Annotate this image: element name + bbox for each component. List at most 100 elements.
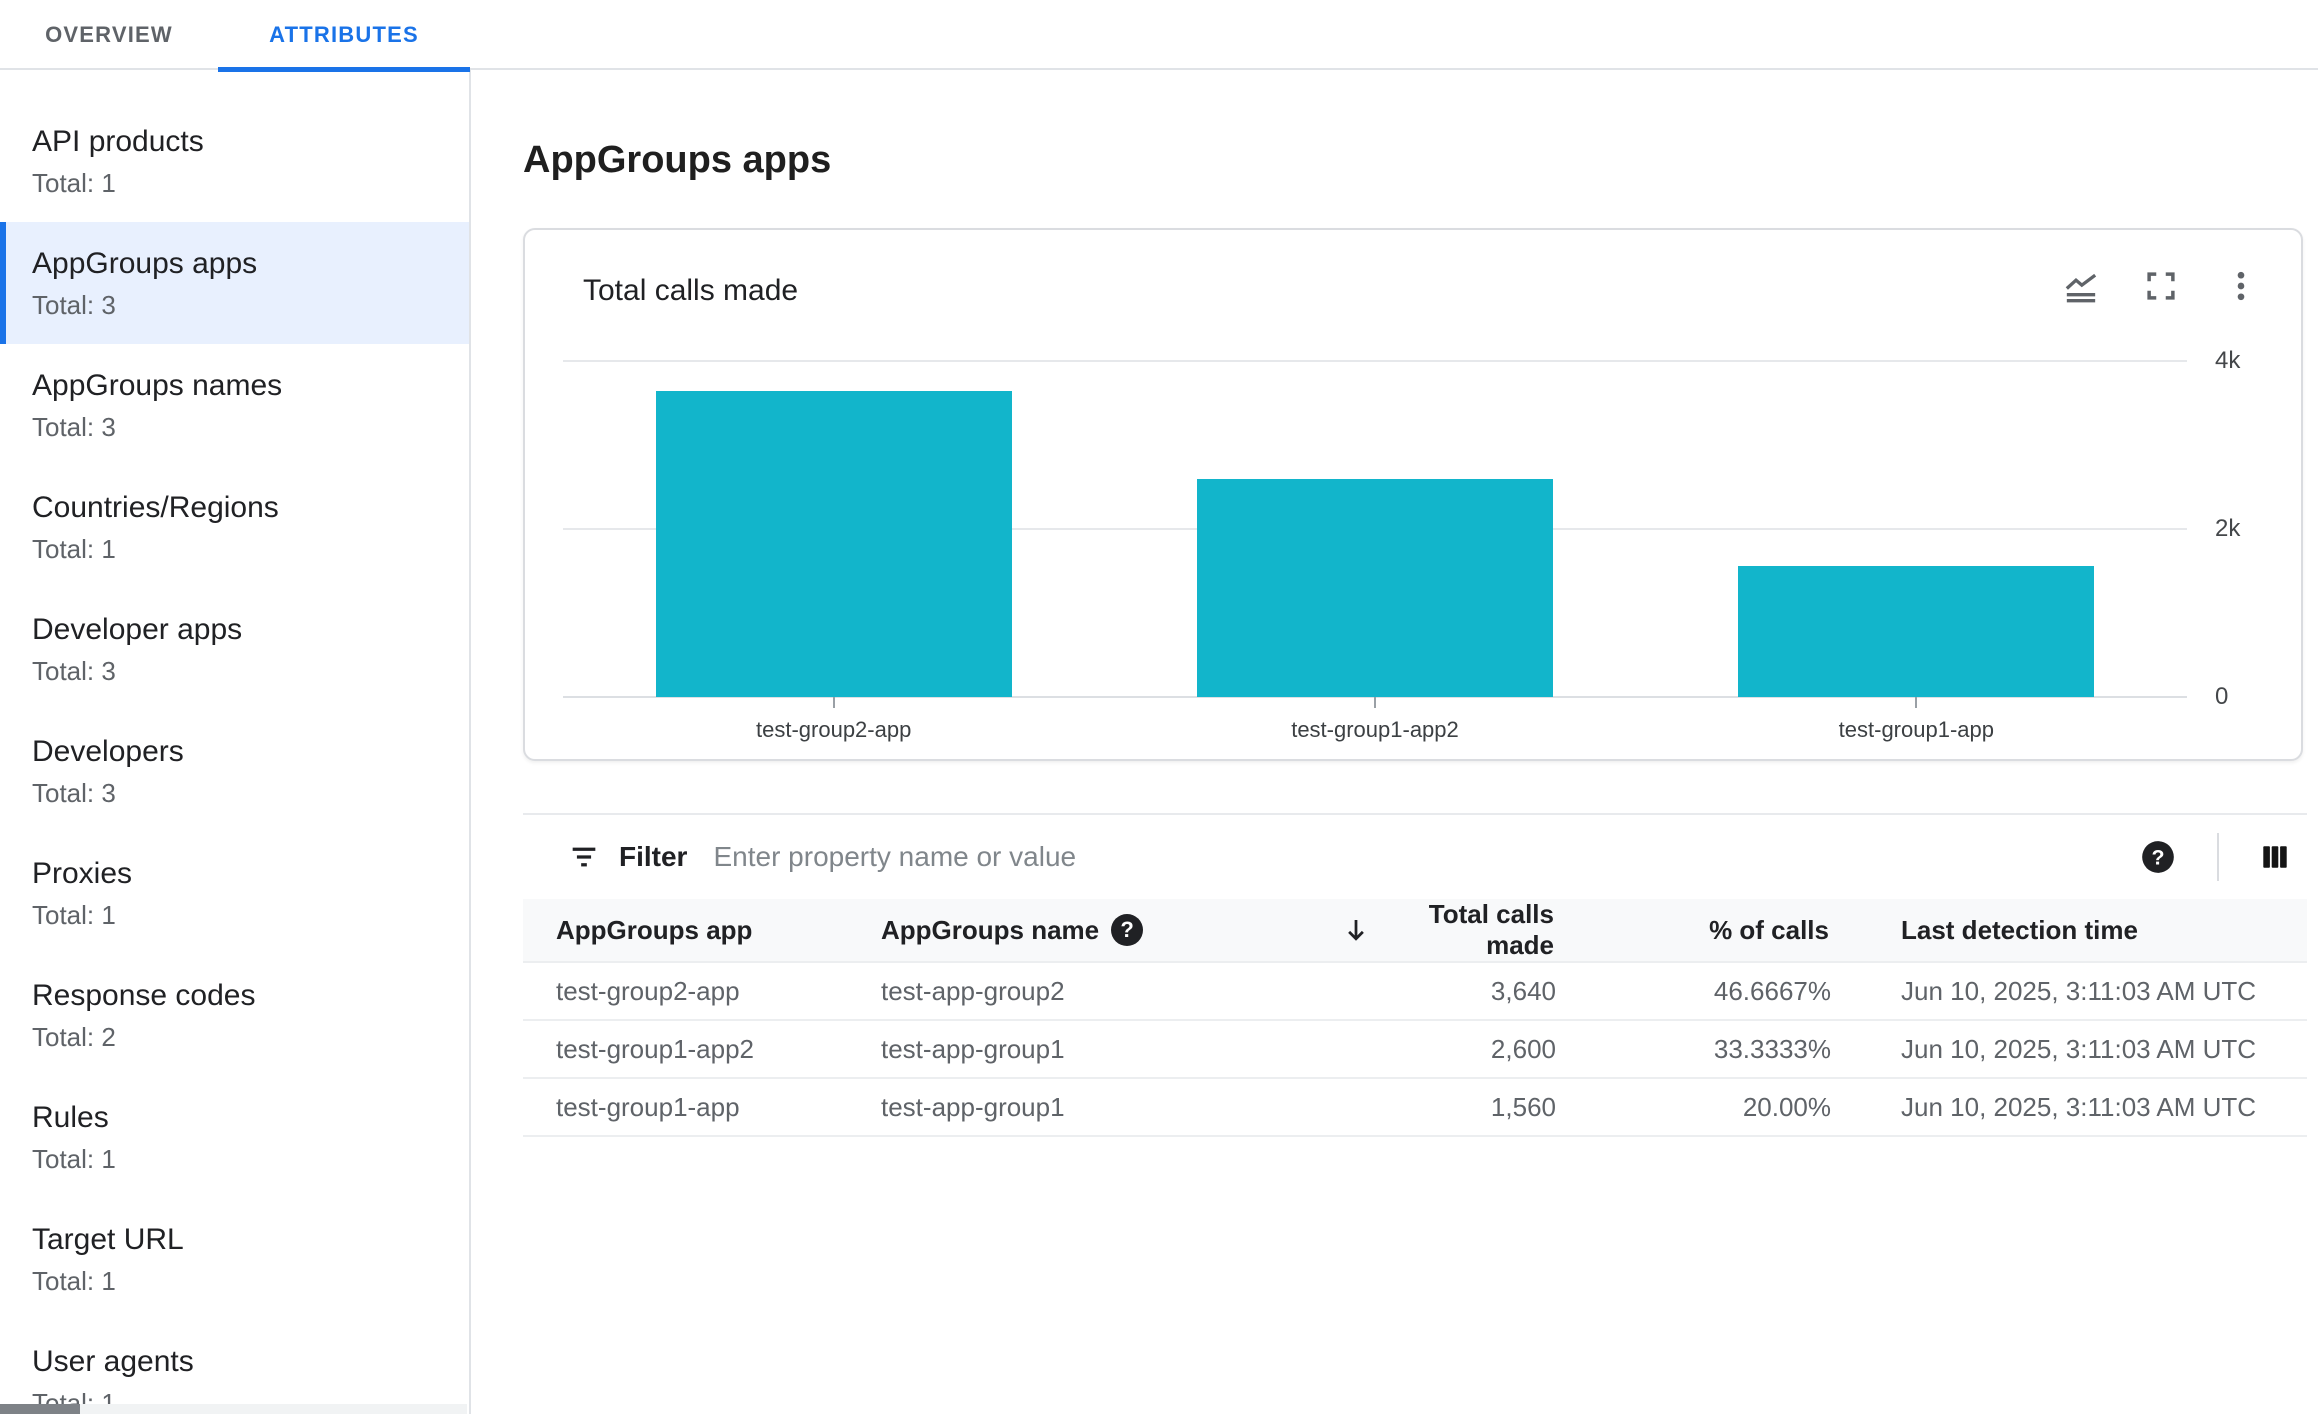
- sidebar-item-label: Countries/Regions: [32, 491, 279, 524]
- cell: Jun 10, 2025, 3:11:03 AM UTC: [1831, 961, 2307, 1020]
- sidebar-item-total: Total: 1: [32, 900, 116, 930]
- filter-row-actions: ?: [2139, 833, 2293, 881]
- cell: test-app-group1: [881, 1019, 1341, 1078]
- more-vert-icon: [2222, 267, 2260, 305]
- column-header-percent-of-calls[interactable]: % of calls: [1709, 914, 1829, 945]
- chart-title: Total calls made: [583, 274, 799, 307]
- sort-descending-icon: [1341, 915, 1371, 945]
- chart-type-button[interactable]: [2055, 260, 2107, 312]
- cell: 46.6667%: [1556, 961, 1831, 1020]
- bar-test-group2-app[interactable]: [655, 391, 1012, 697]
- y-axis-label-4k: 4k: [2215, 347, 2241, 374]
- sidebar-item-target-url[interactable]: Target URL Total: 1: [0, 1198, 469, 1320]
- filter-label: Filter: [619, 841, 688, 872]
- cell: test-app-group2: [881, 961, 1341, 1020]
- sidebar-item-label: Target URL: [32, 1223, 184, 1256]
- sidebar-item-total: Total: 1: [32, 1144, 116, 1174]
- sidebar-item-label: Rules: [32, 1101, 109, 1134]
- bar-chart-plot: 0 2k 4k test-group2-app test-group1-app2 test…: [563, 347, 2240, 742]
- cell: test-group1-app2: [523, 1019, 881, 1078]
- appgroups-name-help-icon[interactable]: ?: [1111, 914, 1144, 946]
- cell: test-group2-app: [523, 961, 881, 1020]
- cell: test-group1-app: [523, 1077, 881, 1137]
- tab-attributes-label: ATTRIBUTES: [269, 22, 419, 47]
- page-title: AppGroups apps: [523, 139, 832, 181]
- cell: 3,640: [1341, 961, 1556, 1020]
- sidebar-item-developer-apps[interactable]: Developer apps Total: 3: [0, 588, 469, 710]
- table-row-test-group1-app: test-group1-app test-app-group1 1,560 20.00…: [523, 1077, 2307, 1137]
- sidebar-item-proxies[interactable]: Proxies Total: 1: [0, 832, 469, 954]
- divider: [2217, 833, 2219, 881]
- attributes-table-section: Filter ?: [523, 813, 2307, 1137]
- sidebar-item-countries-regions[interactable]: Countries/Regions Total: 1: [0, 466, 469, 588]
- sidebar-item-label: Response codes: [32, 979, 256, 1012]
- sidebar-item-label: AppGroups names: [32, 369, 283, 402]
- table-header-row: AppGroups app AppGroups name ?: [523, 899, 2307, 962]
- column-header-appgroups-name[interactable]: AppGroups name ?: [881, 899, 1341, 962]
- chart-menu-button[interactable]: [2215, 260, 2267, 312]
- tab-attributes[interactable]: ATTRIBUTES: [218, 0, 470, 72]
- cell: Jun 10, 2025, 3:11:03 AM UTC: [1831, 1019, 2307, 1078]
- gridline-4k: [563, 360, 2187, 362]
- sidebar-item-label: Proxies: [32, 857, 133, 890]
- filter-input[interactable]: [713, 841, 2119, 873]
- table-help-button[interactable]: ?: [2139, 838, 2177, 876]
- sidebar-item-appgroups-names[interactable]: AppGroups names Total: 3: [0, 344, 469, 466]
- sidebar-item-appgroups-apps[interactable]: AppGroups apps Total: 3: [0, 222, 469, 344]
- sidebar-item-api-products[interactable]: API products Total: 1: [0, 100, 469, 222]
- column-header-total-calls-made[interactable]: Total calls made: [1341, 899, 1556, 962]
- sidebar-item-total: Total: 3: [32, 656, 116, 686]
- column-header-appgroups-app[interactable]: AppGroups app: [556, 914, 753, 945]
- sidebar-item-response-codes[interactable]: Response codes Total: 2: [0, 954, 469, 1076]
- x-axis-label-test-group1-app2: test-group1-app2: [1291, 717, 1459, 742]
- cell: test-app-group1: [881, 1077, 1341, 1137]
- appgroups-table: AppGroups app AppGroups name ?: [523, 899, 2307, 1137]
- sidebar-item-total: Total: 3: [32, 290, 116, 320]
- sidebar-item-label: User agents: [32, 1345, 194, 1378]
- sidebar-item-total: Total: 1: [32, 168, 116, 198]
- column-selector-icon: [2257, 839, 2293, 875]
- scrollbar-thumb[interactable]: [0, 1404, 80, 1414]
- sidebar-item-label: AppGroups apps: [32, 247, 258, 280]
- attributes-sidebar: API products Total: 1 AppGroups apps Total:…: [0, 70, 471, 1414]
- cell: 20.00%: [1556, 1077, 1831, 1137]
- sidebar-item-rules[interactable]: Rules Total: 1: [0, 1076, 469, 1198]
- chart-actions: [2055, 260, 2267, 312]
- x-axis-label-test-group2-app: test-group2-app: [756, 717, 912, 742]
- help-icon: ?: [2139, 838, 2177, 876]
- sidebar-item-label: Developer apps: [32, 613, 243, 646]
- x-axis-tick: [1374, 697, 1376, 708]
- cell: Jun 10, 2025, 3:11:03 AM UTC: [1831, 1077, 2307, 1137]
- x-axis-tick: [832, 697, 835, 708]
- column-header-last-detection-time[interactable]: Last detection time: [1901, 914, 2138, 945]
- sidebar-item-total: Total: 1: [32, 1266, 116, 1296]
- tab-overview[interactable]: OVERVIEW: [0, 0, 218, 70]
- svg-text:?: ?: [2151, 845, 2164, 869]
- cell: 1,560: [1341, 1077, 1556, 1137]
- sidebar-item-developers[interactable]: Developers Total: 3: [0, 710, 469, 832]
- table-row-test-group2-app: test-group2-app test-app-group2 3,640 46.66…: [523, 961, 2307, 1020]
- sidebar-item-label: API products: [32, 125, 204, 158]
- fullscreen-button[interactable]: [2135, 260, 2187, 312]
- sidebar-item-label: Developers: [32, 735, 184, 768]
- fullscreen-icon: [2142, 267, 2180, 305]
- area-chart-icon: [2061, 266, 2101, 306]
- sidebar-horizontal-scrollbar[interactable]: [0, 1404, 467, 1414]
- y-axis-label-0: 0: [2215, 683, 2229, 710]
- sidebar-item-user-agents[interactable]: User agents Total: 1: [0, 1320, 469, 1414]
- y-axis-label-2k: 2k: [2215, 515, 2241, 542]
- bar-test-group1-app[interactable]: [1738, 565, 2095, 697]
- x-axis-tick: [1915, 697, 1918, 708]
- sidebar-item-total: Total: 3: [32, 412, 116, 442]
- bar-test-group1-app2[interactable]: [1197, 478, 1553, 697]
- table-row-test-group1-app2: test-group1-app2 test-app-group1 2,600 33.3…: [523, 1019, 2307, 1078]
- x-axis-label-test-group1-app: test-group1-app: [1838, 717, 1994, 742]
- cell: 33.3333%: [1556, 1019, 1831, 1078]
- filter-list-icon: [567, 840, 601, 874]
- sidebar-list: API products Total: 1 AppGroups apps Total:…: [0, 70, 469, 1414]
- sidebar-item-total: Total: 1: [32, 534, 116, 564]
- tab-overview-label: OVERVIEW: [45, 22, 173, 47]
- sidebar-item-total: Total: 3: [32, 778, 116, 808]
- column-selector-button[interactable]: [2257, 839, 2293, 875]
